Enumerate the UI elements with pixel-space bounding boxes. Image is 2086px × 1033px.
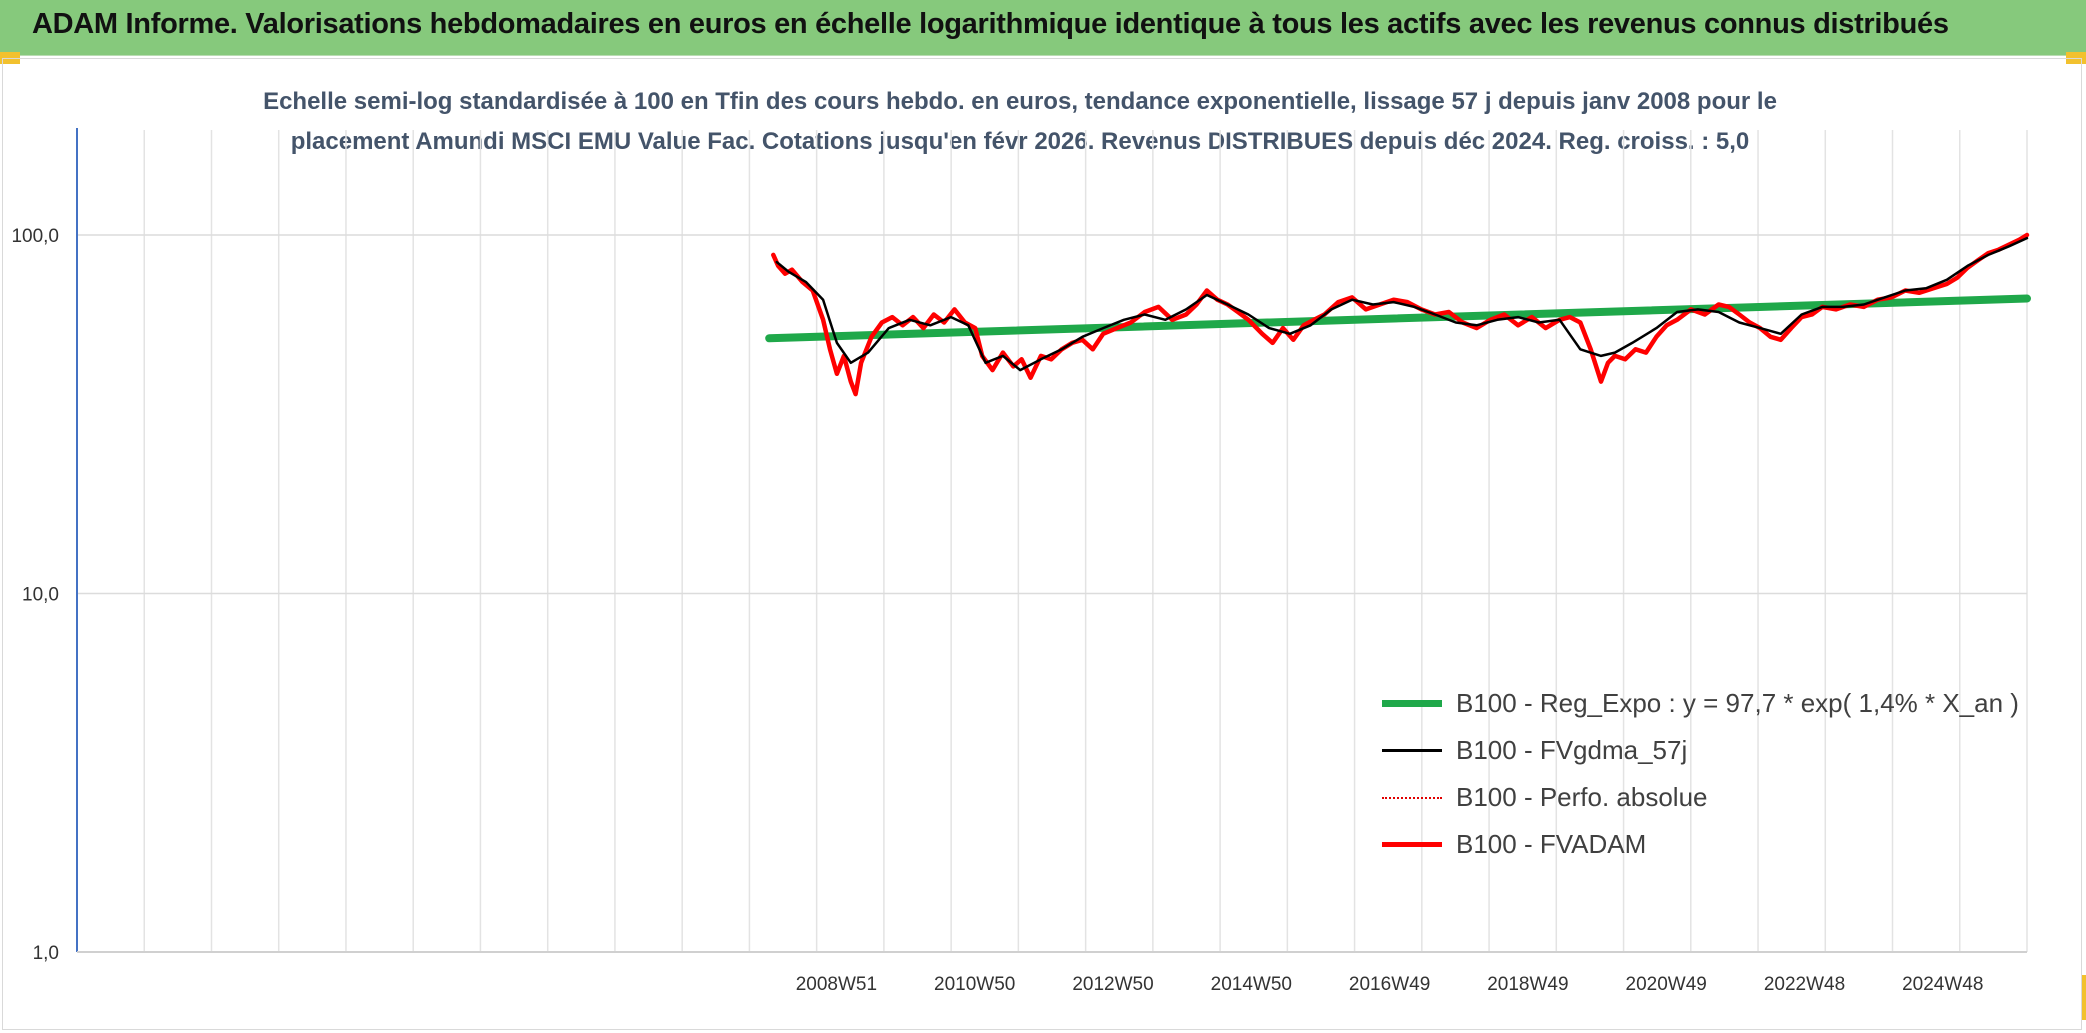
legend-label: B100 - Reg_Expo : y = 97,7 * exp( 1,4% *… [1456, 688, 2019, 718]
y-tick-label: 100,0 [11, 226, 59, 247]
x-tick-label: 2008W51 [796, 974, 877, 995]
x-tick-label: 2014W50 [1211, 974, 1292, 995]
chart-title-line-2: placement Amundi MSCI EMU Value Fac. Cot… [290, 128, 1750, 155]
x-tick-label: 2020W49 [1626, 974, 1707, 995]
series-lines [765, 232, 2031, 397]
legend-label: B100 - Perfo. absolue [1456, 782, 1708, 812]
x-tick-label: 2010W50 [934, 974, 1015, 995]
legend-item: B100 - FVADAM [1382, 821, 2019, 868]
x-tick-label: 2012W50 [1072, 974, 1153, 995]
side-accent-bottom [2081, 975, 2086, 1020]
y-tick-label: 10,0 [22, 585, 59, 606]
legend-item: B100 - Perfo. absolue [1382, 774, 2019, 821]
report-title: ADAM Informe. Valorisations hebdomadaire… [32, 8, 1949, 40]
axes [76, 128, 2027, 953]
tick-labels: 100,0 10,0 1,0 2008W51 2010W50 2012W50 2014W50… [11, 226, 1983, 995]
legend-swatch [1382, 700, 1442, 707]
chart-frame [2, 58, 2082, 1030]
x-tick-label: 2022W48 [1764, 974, 1845, 995]
header-banner: ADAM Informe. Valorisations hebdomadaire… [0, 0, 2086, 56]
legend-swatch [1382, 796, 1442, 799]
legend-swatch [1382, 749, 1442, 752]
series-line-1 [775, 236, 2029, 372]
legend-label: B100 - FVgdma_57j [1456, 735, 1688, 765]
x-tick-label: 2018W49 [1487, 974, 1568, 995]
chart-legend: B100 - Reg_Expo : y = 97,7 * exp( 1,4% *… [1382, 680, 2019, 868]
x-tick-label: 2016W49 [1349, 974, 1430, 995]
series-line-0 [765, 294, 2031, 343]
series-line-3 [771, 232, 2030, 397]
legend-item: B100 - FVgdma_57j [1382, 727, 2019, 774]
grid-lines [77, 130, 2028, 952]
legend-swatch [1382, 842, 1442, 847]
x-tick-label: 2024W48 [1902, 974, 1983, 995]
legend-label: B100 - FVADAM [1456, 829, 1647, 859]
y-tick-label: 1,0 [33, 943, 59, 964]
legend-item: B100 - Reg_Expo : y = 97,7 * exp( 1,4% *… [1382, 680, 2019, 727]
chart-title-line-1: Echelle semi-log standardisée à 100 en T… [263, 88, 1777, 115]
